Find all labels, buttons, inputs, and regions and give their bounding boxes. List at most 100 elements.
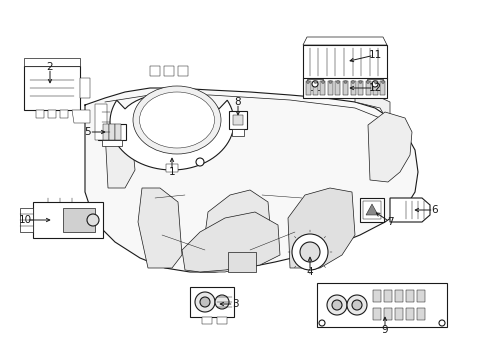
Text: 7: 7 (386, 217, 392, 227)
Text: 8: 8 (234, 97, 241, 107)
Polygon shape (24, 58, 80, 66)
Bar (342, 81, 347, 95)
Text: 5: 5 (84, 127, 91, 137)
Bar (416, 290, 424, 302)
Bar (115, 124, 121, 140)
Text: 2: 2 (46, 62, 53, 72)
Circle shape (351, 300, 361, 310)
Polygon shape (389, 198, 429, 222)
Circle shape (311, 81, 317, 87)
Bar (405, 308, 413, 320)
Circle shape (326, 295, 346, 315)
Bar (320, 81, 325, 95)
Circle shape (299, 242, 319, 262)
Bar (305, 81, 310, 95)
Text: 3: 3 (231, 299, 238, 309)
Text: 4: 4 (306, 267, 313, 277)
Bar (316, 283, 446, 327)
Bar (405, 290, 413, 302)
Bar (357, 81, 362, 95)
Bar (163, 66, 174, 76)
Circle shape (318, 320, 325, 326)
Polygon shape (105, 122, 135, 188)
Circle shape (313, 81, 316, 84)
Text: 9: 9 (381, 325, 387, 335)
Bar (231, 129, 244, 136)
Bar (228, 111, 246, 129)
Bar (36, 110, 44, 118)
Bar (178, 66, 187, 76)
Bar (95, 104, 107, 140)
Bar (303, 78, 386, 98)
Bar (416, 308, 424, 320)
Circle shape (371, 81, 377, 87)
Circle shape (87, 214, 99, 226)
Circle shape (346, 295, 366, 315)
Circle shape (200, 297, 209, 307)
Circle shape (438, 320, 444, 326)
Bar (394, 308, 402, 320)
Bar (98, 124, 126, 140)
Circle shape (321, 81, 324, 84)
Bar (102, 140, 122, 146)
Bar (109, 124, 115, 140)
Bar (150, 66, 160, 76)
Bar (227, 252, 256, 272)
Circle shape (381, 81, 384, 84)
Bar (20, 208, 33, 232)
Polygon shape (110, 93, 234, 170)
Bar (359, 198, 383, 222)
Text: 11: 11 (367, 50, 381, 60)
Ellipse shape (133, 86, 221, 154)
Polygon shape (303, 37, 386, 45)
Bar (165, 164, 178, 172)
Bar (383, 308, 391, 320)
Bar (48, 110, 56, 118)
Circle shape (343, 81, 346, 84)
Circle shape (366, 81, 369, 84)
Polygon shape (287, 188, 354, 268)
Text: 1: 1 (168, 167, 175, 177)
Bar (335, 81, 340, 95)
Circle shape (331, 300, 341, 310)
Polygon shape (365, 204, 377, 215)
Bar (350, 81, 355, 95)
Bar (365, 81, 370, 95)
Bar (63, 208, 95, 232)
Circle shape (196, 158, 203, 166)
Circle shape (291, 234, 327, 270)
Bar (24, 66, 80, 110)
Polygon shape (200, 190, 271, 272)
Bar (232, 115, 243, 125)
Text: 6: 6 (431, 205, 437, 215)
Bar (103, 124, 109, 140)
Bar (327, 81, 332, 95)
Text: 12: 12 (367, 83, 381, 93)
Circle shape (358, 81, 361, 84)
Circle shape (336, 81, 339, 84)
Bar (80, 78, 90, 98)
Bar (372, 308, 380, 320)
Polygon shape (354, 95, 389, 125)
Bar (366, 79, 382, 90)
Circle shape (306, 81, 309, 84)
Circle shape (195, 292, 215, 312)
Bar (383, 290, 391, 302)
Bar (372, 81, 377, 95)
Polygon shape (367, 112, 411, 182)
Bar (362, 201, 380, 219)
Circle shape (328, 81, 331, 84)
Circle shape (215, 295, 228, 309)
Bar (312, 81, 317, 95)
Bar (33, 202, 103, 238)
Bar (372, 290, 380, 302)
Circle shape (373, 81, 376, 84)
Polygon shape (182, 212, 280, 272)
Text: 10: 10 (19, 215, 32, 225)
Polygon shape (72, 110, 90, 123)
Bar (380, 81, 385, 95)
Polygon shape (138, 188, 182, 268)
Polygon shape (85, 88, 417, 272)
Bar (303, 45, 386, 79)
Bar (190, 287, 234, 317)
